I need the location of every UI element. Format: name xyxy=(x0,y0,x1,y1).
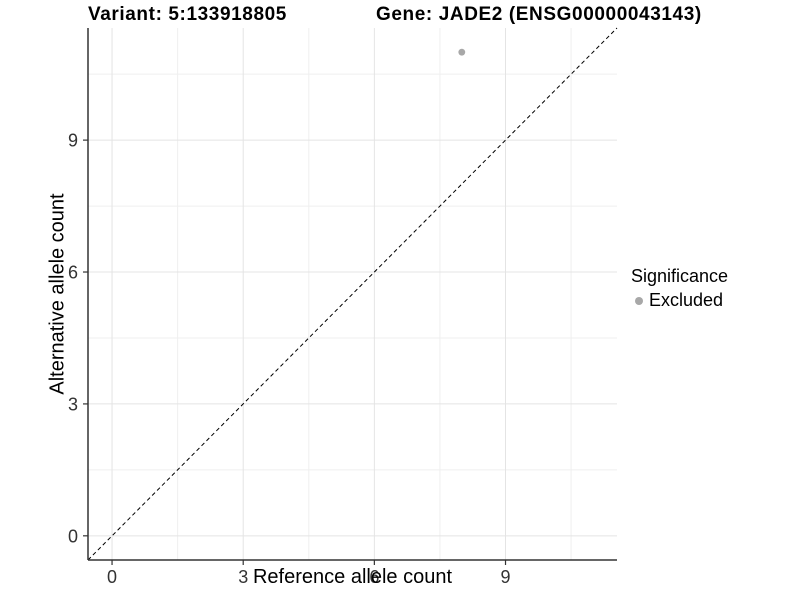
data-point-excluded xyxy=(458,48,466,56)
x-tick-label: 3 xyxy=(238,567,248,587)
y-tick-label: 9 xyxy=(68,131,78,151)
y-tick-label: 3 xyxy=(68,394,78,414)
x-tick-label: 9 xyxy=(501,567,511,587)
x-tick-label: 0 xyxy=(107,567,117,587)
legend-item-label: Excluded xyxy=(649,290,724,310)
legend-item-excluded: Excluded xyxy=(631,290,728,311)
y-axis-title: Alternative allele count xyxy=(46,193,69,395)
x-axis-title: Reference allele count xyxy=(252,566,452,588)
identity-reference-line xyxy=(87,27,618,561)
legend-point-icon xyxy=(635,296,643,305)
x-tick-label: 6 xyxy=(369,567,379,587)
plot-title-gene: Gene: JADE2 (ENSG00000043143) xyxy=(376,4,702,25)
y-tick-label: 6 xyxy=(68,263,78,283)
legend-title: Significance xyxy=(631,266,729,286)
legend: Significance Excluded xyxy=(631,266,728,311)
y-tick-label: 0 xyxy=(68,526,78,546)
plot-title-variant: Variant: 5:133918805 xyxy=(88,4,287,25)
